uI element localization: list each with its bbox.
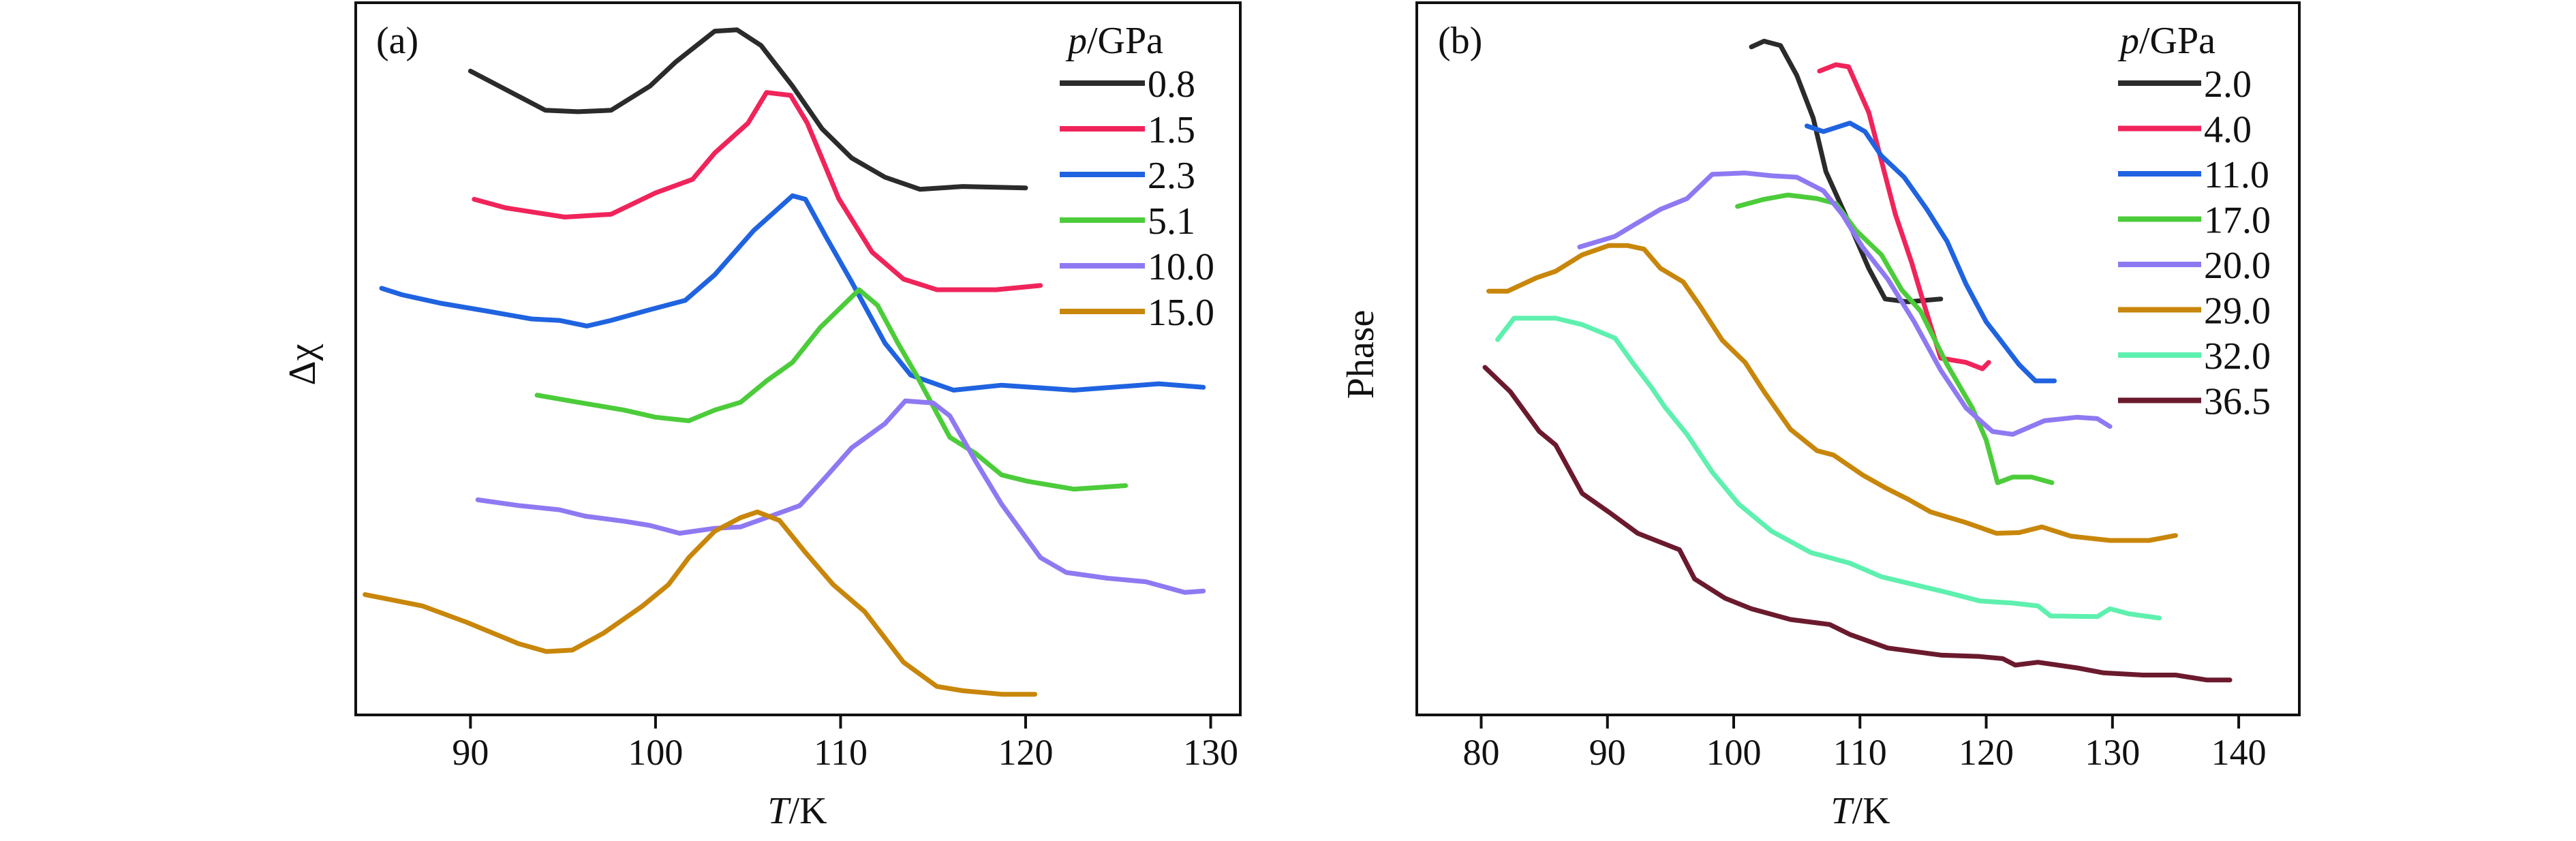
legend-label: 32.0 [2204, 335, 2271, 378]
x-tick-label: 80 [1462, 732, 1499, 773]
legend-label: 20.0 [2204, 245, 2271, 287]
series-line-5.1 [534, 287, 1129, 492]
y-axis-label: Phase [1340, 310, 1382, 399]
legend-label: 11.0 [2204, 154, 2269, 196]
legend-title-var: p [2117, 20, 2139, 62]
legend-label: 0.8 [1148, 63, 1195, 106]
panel-b: (b) Phase T/K p/GPa 80 90 100 110 120 130 140 … [1340, 1, 2301, 832]
x-axis-label-unit: /K [1852, 790, 1890, 832]
y-axis-label: Δχ [281, 343, 324, 385]
legend-title: p/GPa [2117, 20, 2215, 62]
x-tick-label: 100 [1706, 732, 1762, 773]
series-line-36.5 [1482, 365, 2233, 683]
legend-label: 15.0 [1148, 292, 1214, 334]
series-line-10.0 [475, 398, 1206, 595]
x-tick-label: 130 [1183, 732, 1238, 773]
legend-label: 2.3 [1148, 155, 1195, 197]
panel-label: (b) [1438, 20, 1482, 62]
x-ticks: 90 100 110 120 130 [452, 715, 1238, 773]
legend-label: 2.0 [2204, 63, 2252, 106]
series-line-15.0 [363, 509, 1038, 697]
series-line-29.0 [1486, 243, 2178, 543]
x-tick-label: 110 [1833, 732, 1887, 773]
legend: 2.04.011.017.020.029.032.036.5 [2118, 63, 2271, 423]
x-axis-label-var: T [1830, 790, 1854, 832]
x-axis-label: T/K [1830, 790, 1890, 832]
legend-title: p/GPa [1065, 20, 1163, 62]
x-tick-label: 140 [2211, 732, 2267, 773]
x-tick-label: 100 [628, 732, 683, 773]
panel-label: (a) [376, 20, 418, 62]
legend-label: 5.1 [1148, 200, 1195, 243]
legend: 0.81.52.35.110.015.0 [1060, 63, 1214, 334]
x-tick-label: 130 [2085, 732, 2140, 773]
plot-frame [354, 1, 1242, 716]
plot-frame [1415, 1, 2301, 716]
x-tick-label: 120 [998, 732, 1054, 773]
legend-label: 36.5 [2204, 381, 2271, 423]
series-lines [363, 27, 1206, 697]
legend-title-unit: /GPa [1087, 20, 1163, 62]
legend-title-unit: /GPa [2139, 20, 2215, 62]
legend-label: 1.5 [1148, 109, 1195, 151]
panel-a: (a) Δχ T/K p/GPa 90 100 110 120 130 0.81.52.… [281, 1, 1242, 832]
series-line-4.0 [1817, 62, 1991, 371]
series-line-20.0 [1577, 170, 2113, 437]
legend-title-var: p [1065, 20, 1087, 62]
legend-label: 4.0 [2204, 109, 2252, 151]
series-line-2.0 [1749, 38, 1944, 305]
series-line-2.3 [379, 193, 1206, 393]
series-line-32.0 [1495, 316, 2162, 621]
legend-label: 17.0 [2204, 200, 2271, 242]
legend-label: 10.0 [1148, 246, 1214, 288]
x-tick-label: 90 [452, 732, 489, 773]
series-line-17.0 [1735, 192, 2055, 485]
x-axis-label-unit: /K [789, 790, 827, 832]
x-tick-label: 120 [1959, 732, 2014, 773]
series-line-0.8 [467, 27, 1028, 192]
x-tick-label: 110 [814, 732, 868, 773]
legend-label: 29.0 [2204, 290, 2271, 333]
series-line-1.5 [472, 90, 1043, 292]
series-line-11.0 [1805, 121, 2057, 384]
series-lines [1482, 38, 2233, 683]
x-tick-label: 90 [1589, 732, 1626, 773]
x-axis-label-var: T [767, 790, 791, 832]
x-axis-label: T/K [767, 790, 827, 832]
x-ticks: 80 90 100 110 120 130 140 [1462, 715, 2267, 773]
